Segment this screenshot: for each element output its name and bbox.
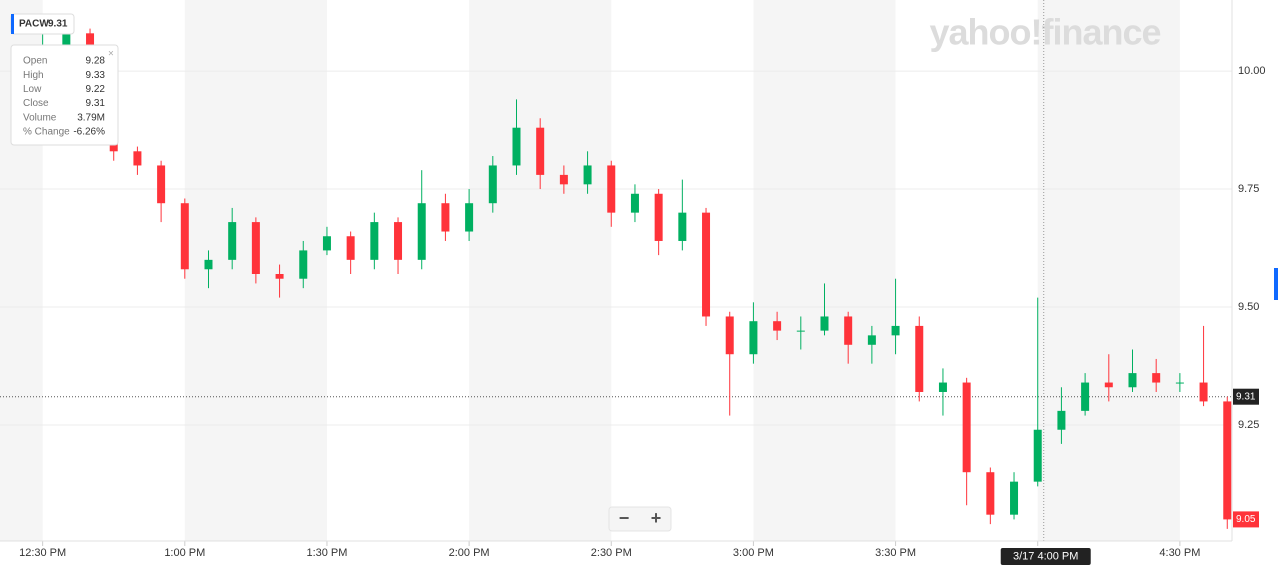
tooltip-label: Low (23, 84, 42, 95)
candle-body (1152, 373, 1161, 383)
tooltip-value: 3.79M (77, 112, 105, 123)
candle-body (370, 222, 379, 260)
y-tick-label: 9.75 (1238, 183, 1259, 195)
candle-body (867, 335, 876, 345)
candle-body (702, 212, 711, 317)
x-tick-label: 4:30 PM (1159, 547, 1200, 559)
tooltip-label: % Change (23, 127, 70, 138)
tooltip-value: 9.28 (86, 56, 106, 67)
tooltip-close[interactable]: × (108, 49, 114, 60)
candle-body (322, 236, 331, 251)
x-tick-label: 1:00 PM (164, 547, 205, 559)
last-price: 9.05 (1236, 514, 1256, 525)
tooltip-label: Open (23, 56, 47, 67)
tooltip-label: High (23, 70, 44, 81)
ticker-accent (11, 14, 14, 34)
candle-body (915, 325, 924, 392)
candle-body (1199, 382, 1208, 402)
ticker: PACW (19, 19, 49, 30)
candle-body (749, 321, 758, 355)
zoom-in[interactable]: + (651, 508, 662, 528)
candle-body (773, 321, 782, 331)
candle-body (630, 193, 639, 213)
candle-body (346, 236, 355, 260)
tooltip-value: 9.33 (86, 70, 106, 81)
x-tick-label: 1:30 PM (306, 547, 347, 559)
candle-body (441, 203, 450, 232)
candle-body (607, 165, 616, 213)
candle-body (133, 151, 142, 166)
crosshair-label-box (1000, 548, 1091, 565)
session-band (469, 0, 612, 541)
tooltip-box (10, 44, 119, 146)
tooltip-value: -6.26% (73, 127, 105, 138)
candle-body (1223, 401, 1232, 520)
tooltip-value: 9.31 (86, 98, 106, 109)
candle-body (228, 222, 237, 260)
candle-body (512, 127, 521, 166)
y-tick-label: 9.50 (1238, 301, 1259, 313)
candle-body (180, 203, 189, 270)
x-tick-label: 2:30 PM (591, 547, 632, 559)
candle-body (465, 203, 474, 232)
candle-body (678, 212, 687, 241)
candle-body (796, 330, 805, 332)
candle-body (844, 316, 853, 345)
zoom-out[interactable]: − (619, 508, 630, 528)
candle-body (891, 325, 900, 336)
candle-body (1081, 382, 1090, 411)
candle-body (488, 165, 497, 204)
candle-body (725, 316, 734, 355)
candle-body (251, 222, 260, 274)
candle-body (62, 33, 71, 48)
x-tick-label: 12:30 PM (19, 547, 66, 559)
candle-body (536, 127, 545, 175)
candle-body (275, 274, 284, 279)
candle-body (986, 472, 995, 515)
tooltip-label: Volume (23, 112, 57, 123)
logo: yahoo!finance (929, 12, 1160, 53)
candle-body (1010, 481, 1019, 515)
x-tick-label: 3:30 PM (875, 547, 916, 559)
zoom-box (608, 506, 672, 532)
candle-body (962, 382, 971, 473)
bands (0, 0, 1180, 541)
candle-body (299, 250, 308, 279)
candle-body (394, 222, 403, 260)
crosshair-label: 3/17 4:00 PM (1013, 550, 1078, 562)
candle-body (559, 174, 568, 185)
x-tick-label: 3:00 PM (733, 547, 774, 559)
x-tick-label: 2:00 PM (449, 547, 490, 559)
candle-body (204, 259, 213, 270)
candle-body (1128, 373, 1137, 388)
candle-body (938, 382, 947, 392)
candle-body (1057, 410, 1066, 430)
candle-body (820, 316, 829, 331)
y-tick-label: 9.25 (1238, 419, 1259, 431)
side-marker (1274, 268, 1278, 300)
candle-body (654, 193, 663, 241)
ticker-price: 9.31 (48, 19, 68, 30)
candle-body (1175, 382, 1184, 384)
candle-body (417, 203, 426, 260)
tooltip-rows: Open 9.28 High 9.33 Low 9.22 Close 9.31 Volume 3.… (23, 56, 105, 138)
reference-price-box (1233, 388, 1259, 405)
session-band (753, 0, 896, 541)
candle-body (583, 165, 592, 185)
last-price-box (1233, 511, 1259, 528)
y-tick-label: 10.00 (1238, 65, 1266, 77)
candle-body (157, 165, 166, 204)
candle-body (1033, 429, 1042, 482)
candle-body (1104, 382, 1113, 388)
tooltip-label: Close (23, 98, 49, 109)
reference-price: 9.31 (1236, 391, 1256, 402)
tooltip-value: 9.22 (86, 84, 106, 95)
session-band (1037, 0, 1180, 541)
